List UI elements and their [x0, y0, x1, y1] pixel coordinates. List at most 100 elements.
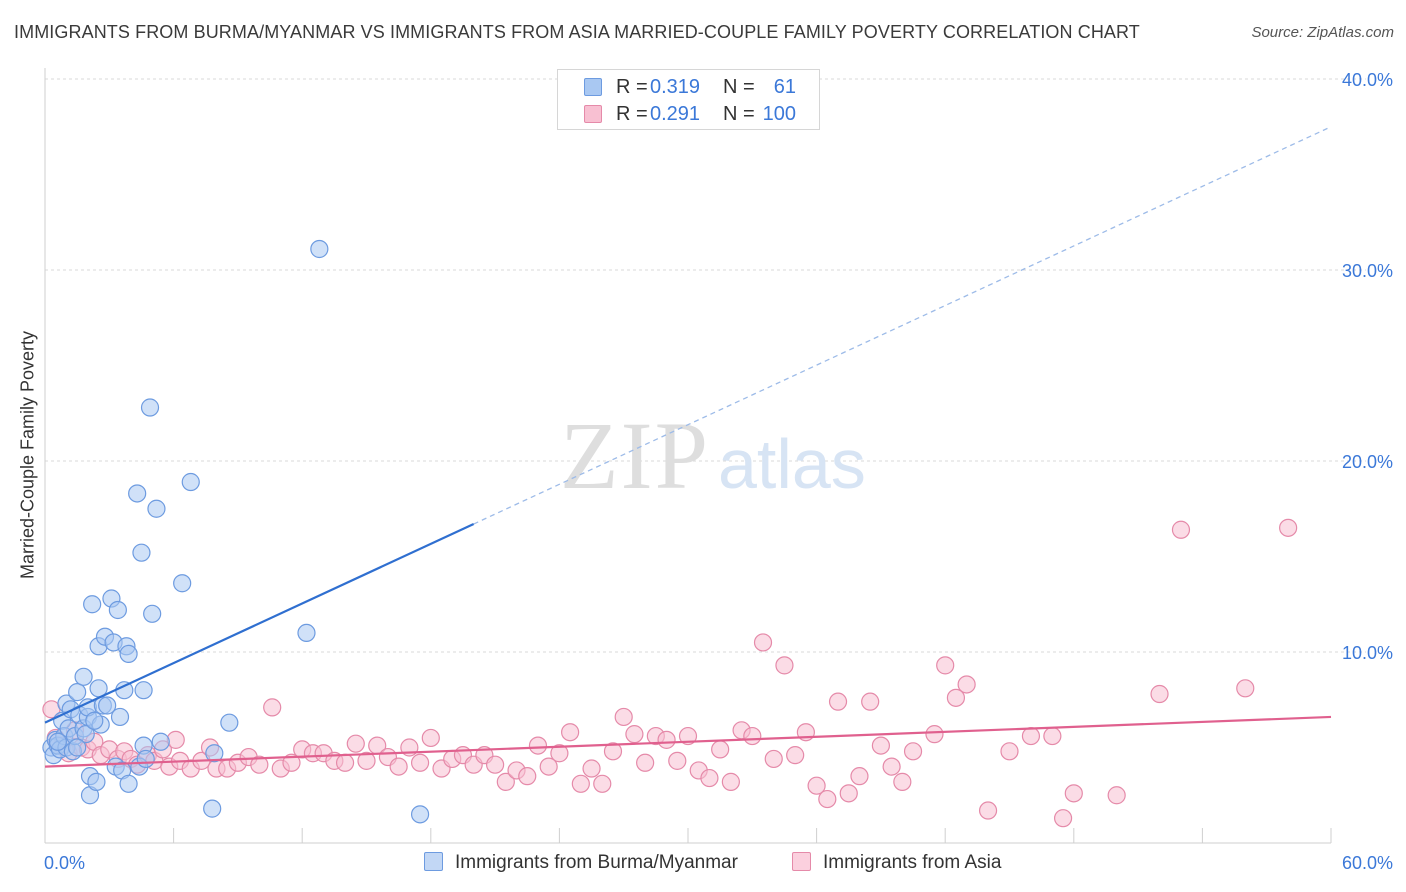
n-value: 100: [762, 103, 796, 125]
point-burma: [203, 799, 222, 818]
point-burma: [85, 711, 104, 730]
point-asia: [410, 753, 430, 772]
point-burma: [68, 738, 87, 757]
point-asia: [936, 656, 955, 675]
point-asia: [636, 753, 655, 772]
point-asia: [668, 751, 687, 770]
r-label: R =: [616, 103, 648, 125]
point-asia: [775, 656, 794, 675]
point-asia: [357, 751, 376, 770]
point-burma: [136, 749, 155, 769]
point-asia: [978, 801, 998, 820]
point-burma: [410, 805, 430, 824]
point-asia: [582, 759, 601, 778]
point-asia: [1064, 784, 1083, 803]
point-asia: [925, 725, 944, 744]
point-burma: [205, 744, 224, 763]
point-asia: [389, 757, 408, 776]
y-tick-label: 20.0%: [1342, 452, 1393, 472]
point-asia: [528, 736, 548, 755]
bottom-legend-label-asia: Immigrants from Asia: [823, 852, 1002, 873]
point-burma: [173, 574, 192, 593]
n-label: N =: [723, 103, 755, 125]
point-asia: [603, 742, 623, 761]
point-asia: [893, 772, 912, 791]
y-tick-label: 30.0%: [1342, 261, 1393, 281]
point-asia: [614, 707, 633, 727]
point-asia: [561, 723, 580, 742]
y-axis-title: Married-Couple Family Poverty: [17, 330, 38, 580]
point-asia: [807, 776, 826, 795]
point-asia: [743, 726, 762, 746]
watermark-zip: ZIP: [560, 402, 710, 509]
point-asia: [882, 757, 901, 776]
bottom-legend-asia: Immigrants from Asia: [792, 852, 1001, 874]
gridlines: [45, 78, 1366, 653]
trend-line-asia: [44, 715, 1332, 768]
point-asia: [700, 768, 719, 788]
bottom-legend-burma: Immigrants from Burma/Myanmar: [424, 852, 738, 874]
point-asia: [282, 753, 301, 772]
bottom-legend-swatch-burma: [424, 852, 443, 871]
point-asia: [593, 774, 612, 793]
point-asia: [818, 789, 837, 809]
watermark-atlas: atlas: [718, 425, 866, 503]
source-label: Source: ZipAtlas.com: [1251, 24, 1394, 41]
legend-swatch-asia: [584, 105, 602, 123]
point-asia: [625, 725, 644, 744]
point-burma: [181, 472, 200, 492]
point-asia: [1107, 786, 1126, 805]
point-asia: [263, 698, 282, 717]
point-asia: [839, 784, 858, 803]
r-value: 0.319: [650, 76, 701, 98]
point-asia: [550, 744, 569, 763]
point-asia: [1053, 809, 1073, 828]
data-points: [42, 239, 1298, 828]
point-asia: [871, 736, 891, 755]
watermark: ZIP atlas: [560, 402, 866, 509]
point-asia: [346, 734, 365, 753]
trend-lines: [44, 126, 1332, 768]
point-asia: [1043, 726, 1062, 746]
point-asia: [1021, 726, 1041, 746]
point-asia: [421, 728, 440, 748]
stats-legend: R = 0.319 N = 61 R = 0.291 N = 100: [557, 69, 820, 130]
point-asia: [786, 746, 805, 765]
point-burma: [132, 543, 151, 562]
point-burma: [147, 499, 166, 518]
point-asia: [539, 757, 558, 776]
point-burma: [74, 667, 93, 686]
point-asia: [496, 772, 515, 791]
point-asia: [903, 742, 923, 761]
point-burma: [297, 623, 316, 643]
point-burma: [119, 774, 138, 793]
point-asia: [946, 688, 966, 707]
point-burma: [143, 604, 162, 623]
point-asia: [828, 692, 848, 711]
point-burma: [98, 696, 117, 715]
point-burma: [310, 239, 329, 259]
point-burma: [220, 713, 239, 732]
point-asia: [571, 774, 590, 793]
point-burma: [151, 732, 170, 751]
r-label: R =: [616, 76, 648, 98]
y-tick-label: 10.0%: [1342, 643, 1393, 663]
y-tick-label: 40.0%: [1342, 70, 1393, 90]
point-asia: [711, 740, 730, 759]
point-asia: [861, 692, 880, 711]
point-asia: [1236, 679, 1255, 698]
chart-title: IMMIGRANTS FROM BURMA/MYANMAR VS IMMIGRA…: [14, 22, 1140, 42]
point-asia: [764, 749, 783, 769]
point-burma: [108, 600, 127, 620]
n-value: 61: [773, 76, 796, 98]
n-label: N =: [723, 76, 755, 98]
point-burma: [140, 398, 160, 417]
point-burma: [110, 707, 130, 727]
legend-row-asia: R = 0.291 N = 100: [558, 101, 819, 127]
x-tick-label: 0.0%: [44, 853, 85, 873]
point-asia: [957, 675, 976, 694]
point-asia: [721, 772, 740, 791]
bottom-legend-swatch-asia: [792, 852, 811, 871]
point-asia: [678, 726, 698, 746]
